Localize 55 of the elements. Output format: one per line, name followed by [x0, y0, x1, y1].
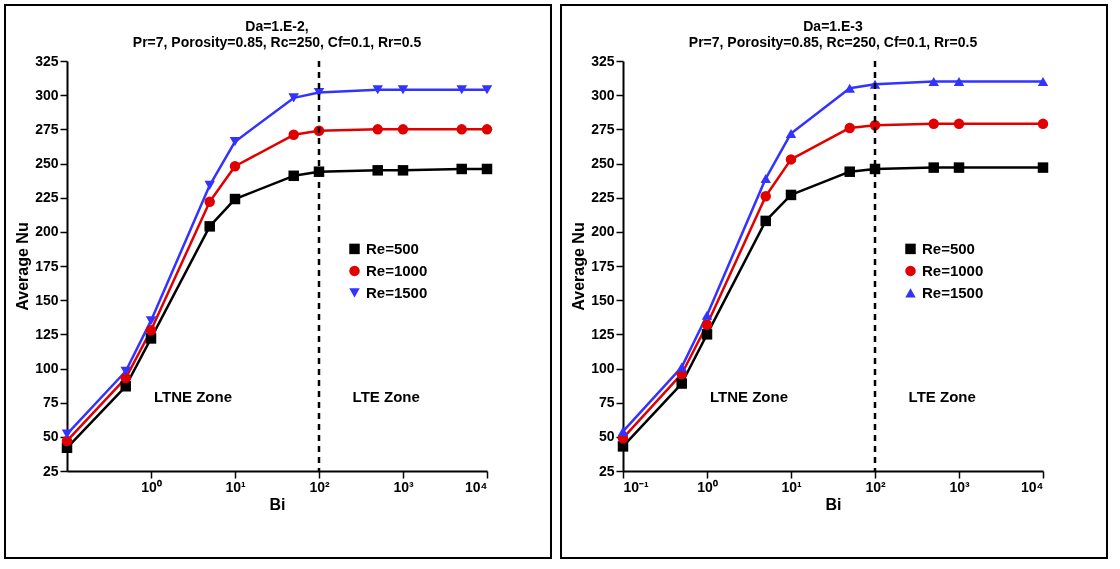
y-tick-label: 25	[598, 462, 615, 479]
x-tick-label: 10¹	[225, 478, 246, 495]
x-tick-label: 10³	[949, 478, 970, 495]
chart-title: Da=1.E-2,	[245, 18, 309, 34]
legend-label: Re=1500	[922, 283, 984, 301]
x-tick-label: 10²	[309, 478, 330, 495]
x-tick-label: 10²	[865, 478, 886, 495]
y-tick-label: 250	[591, 155, 615, 171]
legend-label: Re=500	[922, 239, 975, 257]
y-tick-label: 50	[598, 428, 615, 445]
legend-label: Re=500	[366, 239, 419, 257]
y-tick-label: 200	[591, 223, 615, 240]
x-tick-label: 10⁰	[141, 478, 162, 495]
x-tick-label: 10³	[393, 478, 414, 495]
y-tick-label: 25	[42, 462, 59, 479]
y-tick-label: 275	[591, 120, 615, 137]
y-tick-label: 125	[35, 325, 59, 342]
y-tick-label: 150	[591, 291, 615, 308]
y-tick-label: 125	[591, 325, 615, 342]
legend-label: Re=1000	[922, 261, 984, 279]
y-tick-label: 150	[35, 291, 59, 308]
y-axis-title: Average Nu	[14, 222, 32, 311]
y-tick-label: 100	[591, 360, 615, 376]
annotation: LTE Zone	[908, 388, 976, 406]
chart-subtitle: Pr=7, Porosity=0.85, Rc=250, Cf=0.1, Rr=0.5	[132, 34, 422, 50]
annotation: LTE Zone	[352, 388, 420, 406]
y-tick-label: 300	[35, 86, 59, 103]
legend-label: Re=1000	[366, 261, 428, 279]
y-tick-label: 100	[35, 360, 59, 376]
x-tick-label: 10⁰	[697, 478, 718, 495]
chart-subtitle: Pr=7, Porosity=0.85, Rc=250, Cf=0.1, Rr=0.5	[688, 34, 978, 50]
y-tick-label: 225	[35, 189, 59, 206]
y-tick-label: 225	[591, 189, 615, 206]
y-tick-label: 75	[598, 394, 615, 411]
legend-label: Re=1500	[366, 283, 428, 301]
annotation: LTNE Zone	[709, 388, 789, 406]
y-tick-label: 300	[591, 86, 615, 103]
y-tick-label: 250	[35, 155, 59, 171]
y-tick-label: 275	[35, 120, 59, 137]
x-tick-label: 10⁴	[1021, 478, 1044, 495]
x-axis-title: Bi	[269, 495, 286, 513]
y-tick-label: 200	[35, 223, 59, 240]
y-axis-title: Average Nu	[570, 222, 588, 311]
y-tick-label: 325	[591, 52, 615, 69]
x-tick-label: 10¹	[781, 478, 802, 495]
x-tick-label: 10⁴	[465, 478, 488, 495]
y-tick-label: 50	[42, 428, 59, 445]
chart-title: Da=1.E-3	[803, 18, 863, 34]
x-axis-title: Bi	[825, 495, 842, 513]
annotation: LTNE Zone	[153, 388, 233, 406]
x-tick-label: 10⁻¹	[623, 478, 650, 495]
y-tick-label: 75	[42, 394, 59, 411]
y-tick-label: 175	[35, 257, 59, 274]
y-tick-label: 175	[591, 257, 615, 274]
y-tick-label: 325	[35, 52, 59, 69]
